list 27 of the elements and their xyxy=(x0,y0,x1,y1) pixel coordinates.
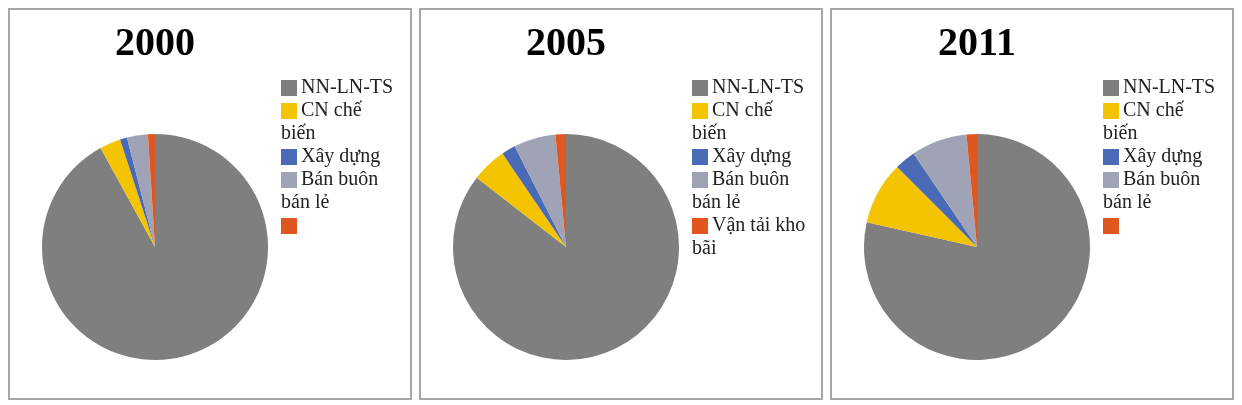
legend-label: CN chế biến xyxy=(1103,98,1184,143)
chart-title: 2000 xyxy=(114,18,196,65)
pie-slice xyxy=(476,153,566,247)
legend-label: NN-LN-TS xyxy=(301,75,394,97)
legend-label: NN-LN-TS xyxy=(1123,75,1216,97)
pie-slice xyxy=(100,139,155,247)
pie-slice xyxy=(514,134,566,247)
legend-label: Xây dựng xyxy=(712,144,792,166)
pie-slice xyxy=(502,146,566,247)
legend-label: Vận tải kho bãi xyxy=(692,213,806,258)
legend-label: Bán buôn bán lẻ xyxy=(281,167,379,212)
pie-slice xyxy=(897,153,977,247)
pie-slice xyxy=(42,134,268,360)
legend-label: Xây dựng xyxy=(1123,144,1203,166)
pie-slice xyxy=(126,134,155,247)
pie-slice xyxy=(866,167,977,247)
pie-slice xyxy=(453,134,679,360)
legend-label: NN-LN-TS xyxy=(712,75,805,97)
pie-slice xyxy=(864,134,1090,360)
pie-slice xyxy=(913,134,977,247)
legend-label: Xây dựng xyxy=(301,144,381,166)
legend-label: Bán buôn bán lẻ xyxy=(1103,167,1201,212)
chart-title: 2005 xyxy=(525,18,607,65)
legend-label: Bán buôn bán lẻ xyxy=(692,167,790,212)
legend-label: CN chế biến xyxy=(692,98,773,143)
chart-title: 2011 xyxy=(937,18,1017,65)
legend-label: CN chế biến xyxy=(281,98,362,143)
